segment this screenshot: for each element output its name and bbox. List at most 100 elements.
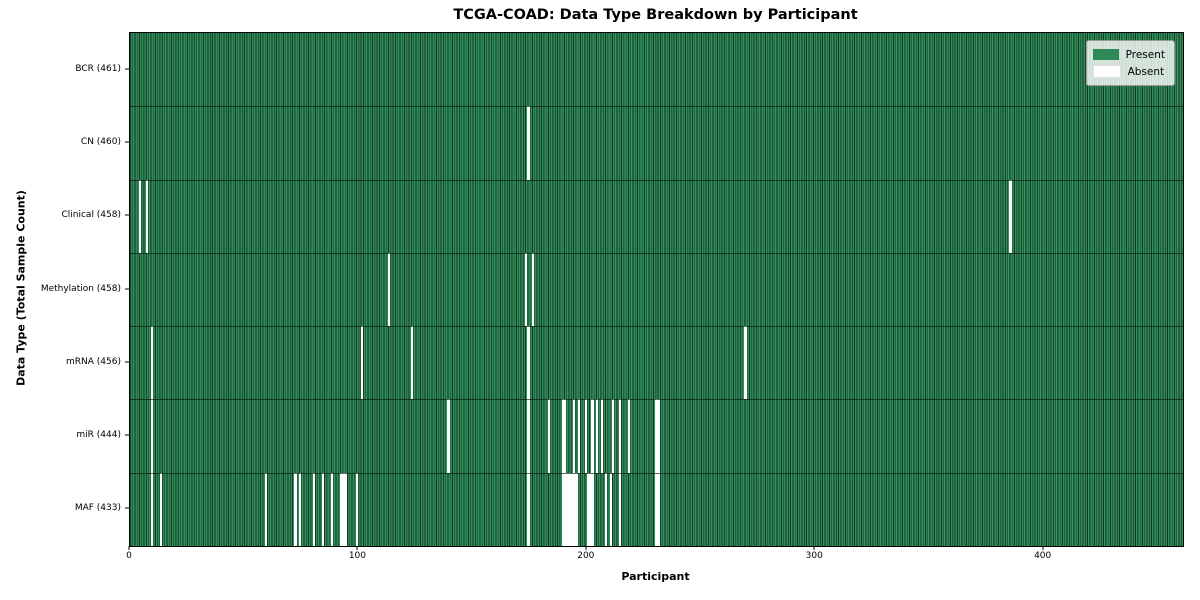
absent-stripe xyxy=(627,399,631,473)
absent-stripe xyxy=(744,326,747,400)
y-tick-label-mir: miR (444) xyxy=(76,430,121,441)
x-axis-label: Participant xyxy=(621,570,690,583)
row-mir xyxy=(130,399,1183,473)
y-tick-label-methylation: Methylation (458) xyxy=(40,283,121,294)
row-cn xyxy=(130,106,1183,180)
row-mrna xyxy=(130,326,1183,400)
absent-stripe xyxy=(595,399,599,473)
x-tick-label-200: 200 xyxy=(577,551,595,561)
absent-stripe xyxy=(586,472,590,546)
y-tick-label-bcr: BCR (461) xyxy=(75,63,121,74)
x-tick-label-300: 300 xyxy=(805,551,823,561)
row-methylation xyxy=(130,252,1183,327)
absent-stripe xyxy=(150,326,153,400)
absent-stripe xyxy=(150,399,153,473)
row-maf xyxy=(130,472,1183,546)
absent-stripe xyxy=(563,399,567,473)
x-tick-mark xyxy=(356,546,358,550)
absent-stripe xyxy=(159,472,162,546)
absent-stripe xyxy=(563,472,567,546)
row-separator xyxy=(130,252,1183,254)
x-tick-mark xyxy=(585,546,587,550)
row-clinical xyxy=(130,179,1183,253)
absent-stripe xyxy=(360,326,363,400)
y-tick-label-mrna: mRNA (456) xyxy=(66,356,121,367)
y-tick-mark xyxy=(125,68,129,70)
absent-stripe xyxy=(577,399,580,473)
absent-stripe xyxy=(591,399,594,473)
y-tick-mark xyxy=(125,507,129,509)
absent-stripe xyxy=(561,399,564,473)
absent-swatch xyxy=(1092,65,1121,78)
chart-title: TCGA-COAD: Data Type Breakdown by Partic… xyxy=(453,7,858,23)
absent-stripe xyxy=(447,399,450,473)
absent-stripe xyxy=(264,472,268,546)
absent-stripe xyxy=(344,472,347,546)
legend-item-present: Present xyxy=(1092,46,1165,63)
absent-stripe xyxy=(294,472,297,546)
y-tick-label-maf: MAF (433) xyxy=(74,503,121,514)
x-tick-mark xyxy=(128,546,130,550)
absent-stripe xyxy=(573,472,576,546)
x-tick-mark xyxy=(813,546,815,550)
x-tick-label-0: 0 xyxy=(126,551,132,561)
y-tick-mark xyxy=(125,434,129,436)
absent-stripe xyxy=(573,399,576,473)
row-separator xyxy=(130,399,1183,401)
legend-item-absent: Absent xyxy=(1092,63,1165,80)
absent-stripe xyxy=(410,326,414,400)
row-bcr xyxy=(130,33,1183,107)
absent-stripe xyxy=(321,472,325,546)
absent-stripe xyxy=(584,399,587,473)
absent-stripe xyxy=(611,399,615,473)
x-tick-label-400: 400 xyxy=(1034,551,1052,561)
absent-stripe xyxy=(139,179,142,253)
x-tick-label-100: 100 xyxy=(348,551,366,561)
absent-stripe xyxy=(561,472,564,546)
absent-stripe xyxy=(388,252,391,327)
absent-stripe xyxy=(331,472,334,546)
legend-present-label: Present xyxy=(1125,48,1165,61)
legend-absent-label: Absent xyxy=(1127,65,1165,78)
absent-stripe xyxy=(145,179,149,253)
absent-stripe xyxy=(657,472,660,546)
y-tick-label-cn: CN (460) xyxy=(80,136,121,147)
y-tick-mark xyxy=(125,214,129,216)
legend: Present Absent xyxy=(1085,40,1175,86)
absent-stripe xyxy=(591,472,594,546)
absent-stripe xyxy=(1009,179,1012,253)
y-tick-mark xyxy=(125,141,129,143)
x-tick-mark xyxy=(1042,546,1044,550)
absent-stripe xyxy=(568,472,571,546)
absent-stripe xyxy=(532,252,535,327)
absent-stripe xyxy=(527,106,530,180)
plot-area xyxy=(129,32,1184,547)
y-tick-label-clinical: Clinical (458) xyxy=(61,210,121,221)
absent-stripe xyxy=(566,472,569,546)
present-swatch xyxy=(1092,49,1119,60)
absent-stripe xyxy=(150,472,153,546)
y-tick-mark xyxy=(125,361,129,363)
row-separator xyxy=(130,179,1183,181)
absent-stripe xyxy=(609,472,612,546)
row-separator xyxy=(130,326,1183,328)
absent-stripe xyxy=(527,399,530,473)
absent-stripe xyxy=(548,399,551,473)
absent-stripe xyxy=(570,472,574,546)
absent-stripe xyxy=(575,472,578,546)
absent-stripe xyxy=(356,472,359,546)
absent-stripe xyxy=(340,472,343,546)
row-separator xyxy=(130,472,1183,474)
y-tick-mark xyxy=(125,288,129,289)
absent-stripe xyxy=(655,399,658,473)
absent-stripe xyxy=(299,472,302,546)
row-separator xyxy=(130,106,1183,108)
absent-stripe xyxy=(655,472,658,546)
absent-stripe xyxy=(527,326,530,400)
absent-stripe xyxy=(342,472,345,546)
absent-stripe xyxy=(618,399,622,473)
absent-stripe xyxy=(600,399,603,473)
absent-stripe xyxy=(618,472,622,546)
absent-stripe xyxy=(657,399,660,473)
